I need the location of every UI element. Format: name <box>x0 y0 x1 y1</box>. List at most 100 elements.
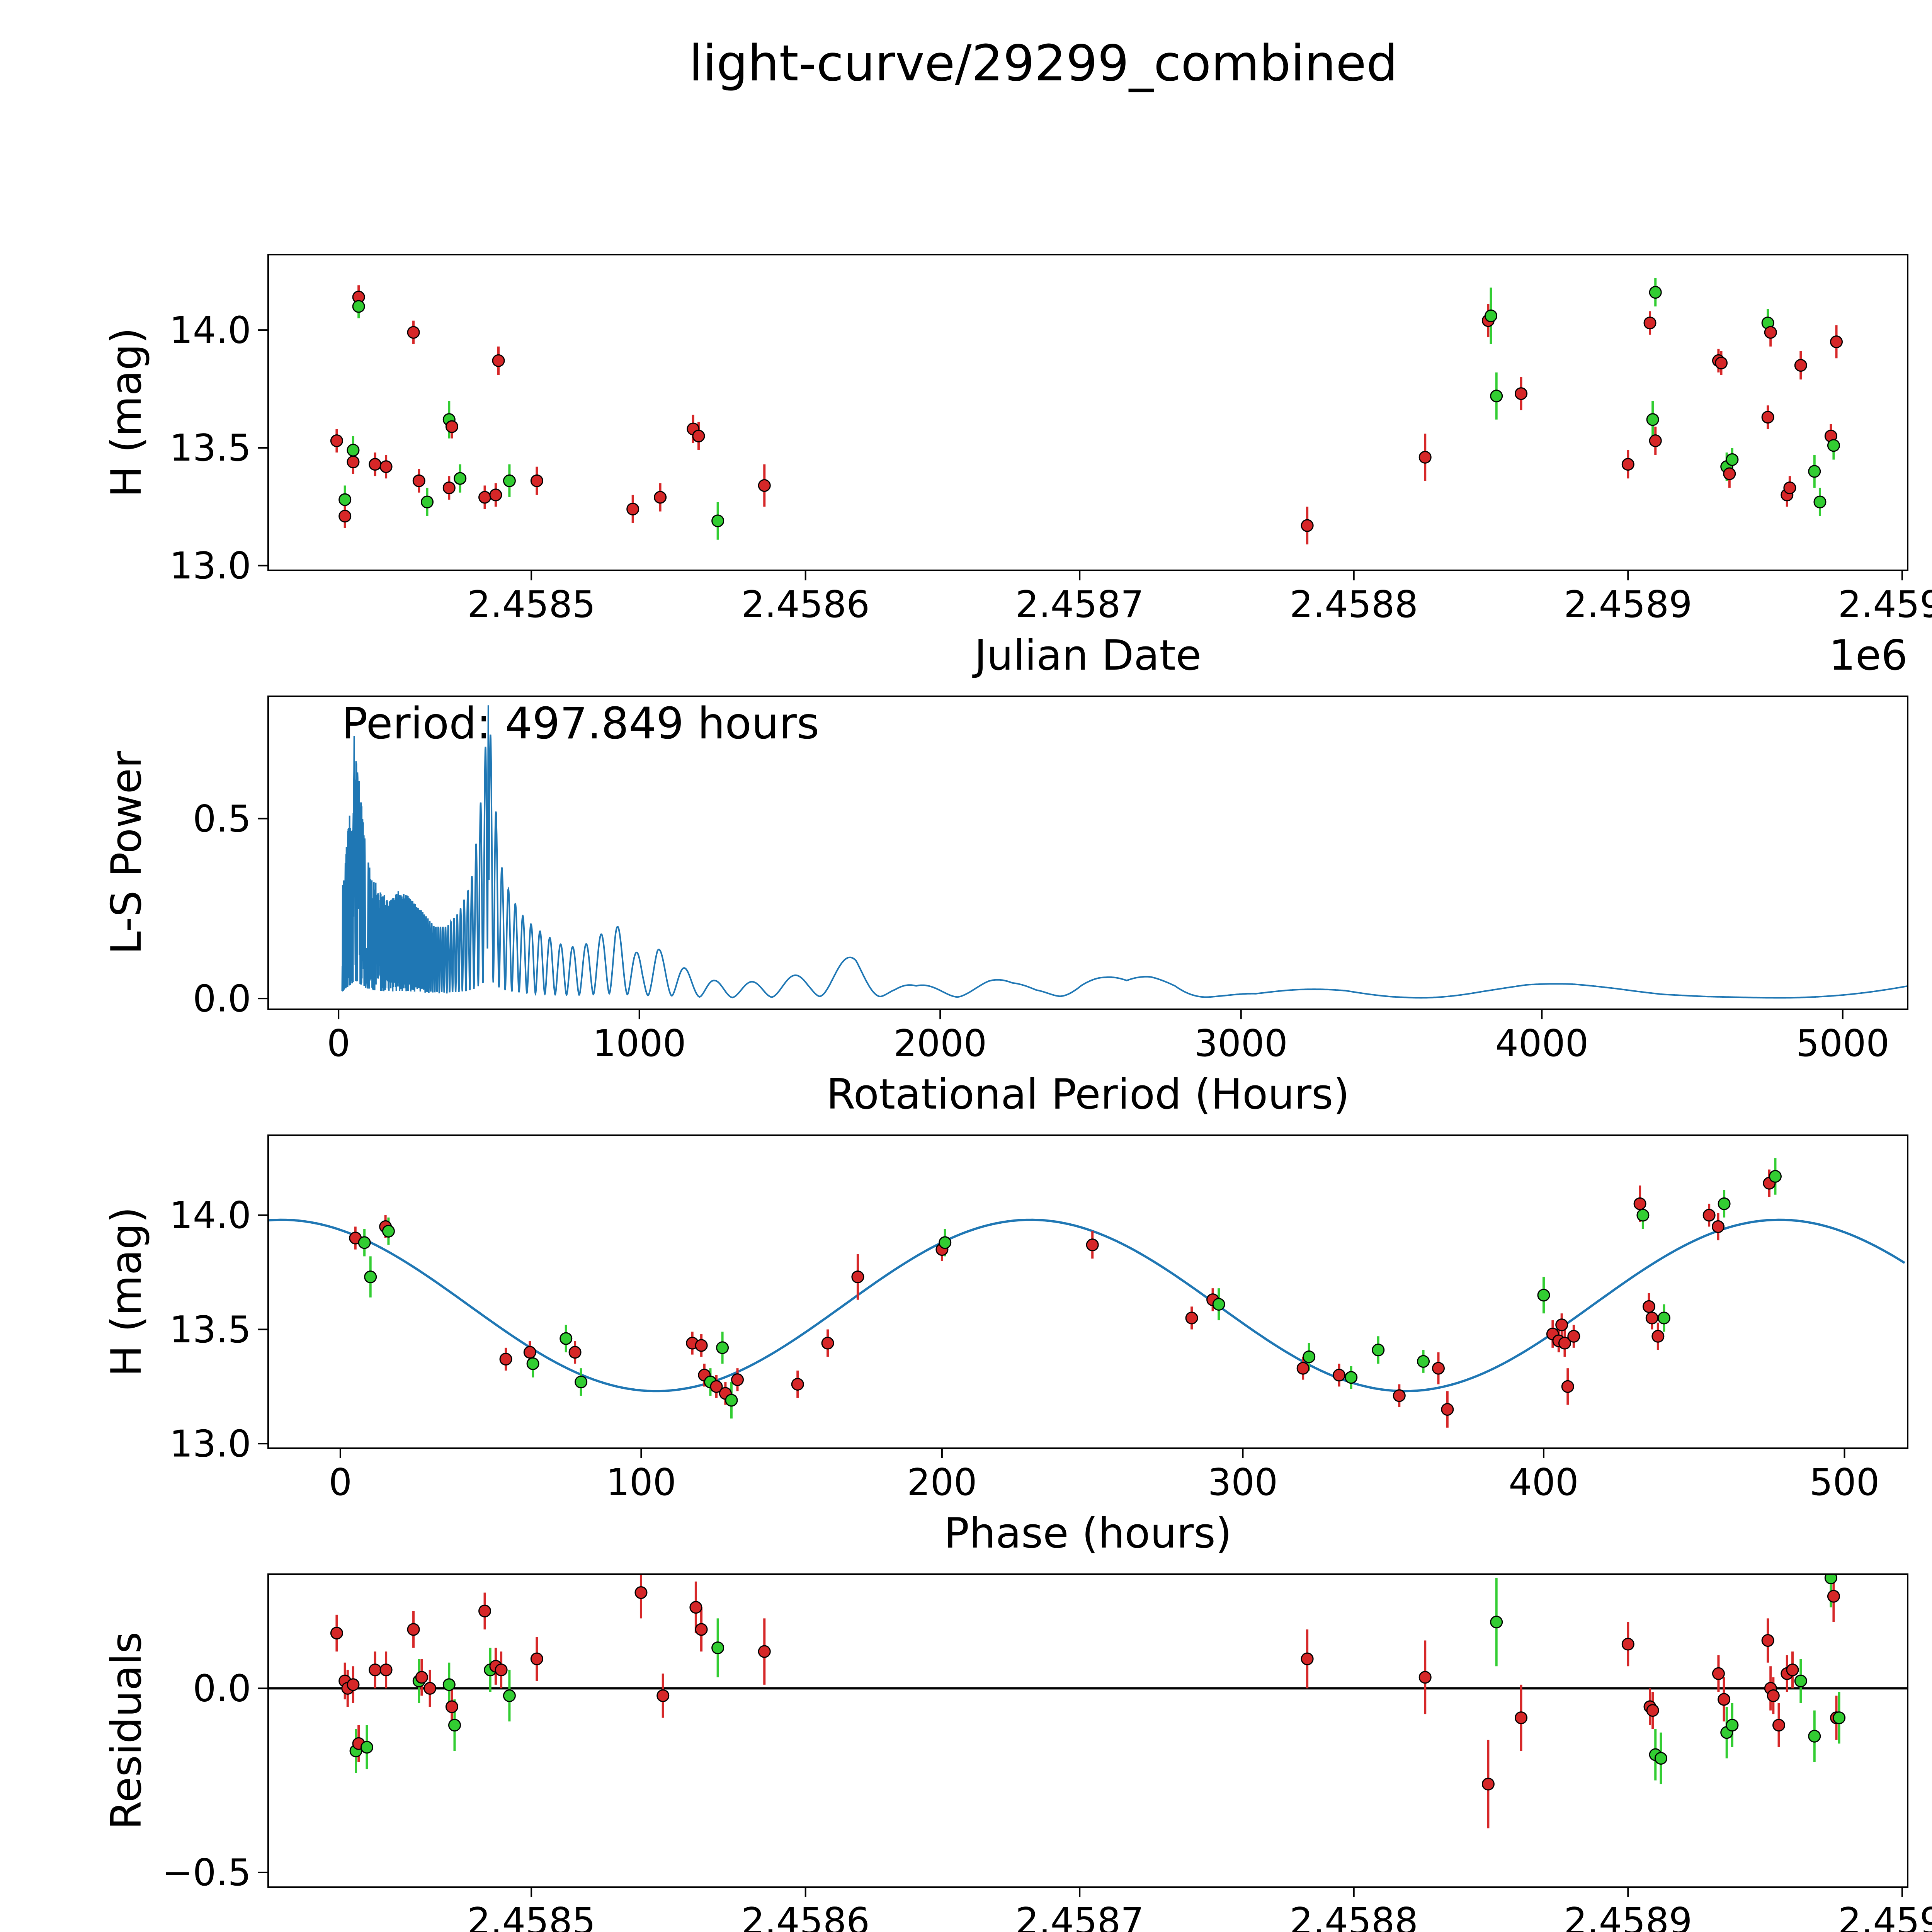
panel-residuals-plot-area <box>268 1574 1908 1828</box>
data-point <box>1794 359 1807 372</box>
data-point <box>1636 1209 1650 1222</box>
data-point <box>352 300 365 313</box>
data-point <box>1651 1330 1665 1343</box>
data-point <box>710 1380 723 1393</box>
x-tick-label: 2.4589 <box>1564 583 1692 626</box>
y-tick-label: 14.0 <box>169 1194 251 1237</box>
data-point <box>939 1236 952 1249</box>
data-point <box>421 495 434 509</box>
data-point <box>575 1376 588 1389</box>
data-point <box>1783 481 1796 495</box>
data-point <box>1726 453 1739 466</box>
data-point <box>445 1700 458 1713</box>
axes-frame <box>267 696 1908 1010</box>
data-point <box>382 1225 395 1238</box>
data-point <box>454 472 467 485</box>
x-tick-label: 2.4590 <box>1838 1900 1932 1932</box>
data-point <box>1481 1777 1495 1791</box>
x-tick-label: 3000 <box>1194 1022 1288 1065</box>
data-point <box>1654 1752 1667 1765</box>
data-point <box>1643 316 1656 330</box>
data-point <box>1301 1652 1314 1665</box>
data-point <box>758 479 771 492</box>
data-point <box>379 1663 393 1677</box>
data-point <box>1830 335 1843 349</box>
data-point <box>1767 1689 1780 1702</box>
y-tick-label: 14.0 <box>169 309 251 352</box>
data-point <box>369 458 382 471</box>
data-point <box>1808 465 1821 478</box>
data-point <box>716 1341 729 1354</box>
x-tick-label: 2.4585 <box>467 1900 595 1932</box>
x-tick-label: 5000 <box>1796 1022 1889 1065</box>
data-point <box>1827 439 1840 452</box>
data-point <box>1621 1638 1634 1651</box>
y-tick-label: −0.5 <box>162 1852 251 1894</box>
axis-ticks-and-labels: 0 1000 2000 3000 4000 5000 0.0 0.5 Rotational Pe… <box>102 751 1889 1119</box>
panel-jd_magnitude-plot-area <box>330 278 1843 544</box>
data-point <box>1185 1311 1198 1325</box>
data-point <box>530 1652 543 1665</box>
data-point <box>415 1671 428 1684</box>
data-point <box>347 1678 360 1691</box>
y-tick-label: 13.5 <box>169 427 251 469</box>
data-point <box>1786 1663 1799 1677</box>
data-point <box>499 1352 512 1366</box>
data-point <box>495 1663 508 1677</box>
data-point <box>530 474 543 487</box>
data-point <box>1649 434 1662 447</box>
data-point <box>656 1689 670 1702</box>
data-point <box>1794 1674 1807 1687</box>
data-point <box>791 1378 804 1391</box>
data-point <box>1761 1634 1774 1647</box>
data-point <box>1432 1362 1445 1375</box>
x-tick-label: 2.4586 <box>741 1900 869 1932</box>
data-point <box>711 1641 724 1655</box>
data-point <box>1718 1693 1731 1706</box>
data-point <box>821 1337 834 1350</box>
data-point <box>1296 1362 1310 1375</box>
axes-frame <box>267 1134 1908 1449</box>
data-point <box>1393 1389 1406 1402</box>
data-point <box>1646 1704 1659 1717</box>
x-tick-label: 300 <box>1208 1461 1278 1504</box>
data-point <box>1715 356 1728 369</box>
panel-periodogram-plot-area <box>341 705 1908 999</box>
data-point <box>1485 310 1498 323</box>
data-point <box>711 514 724 527</box>
data-point <box>1645 1311 1658 1325</box>
data-point <box>1212 1298 1225 1311</box>
data-point <box>407 1623 420 1636</box>
data-point <box>1833 1711 1846 1725</box>
data-point <box>1761 411 1774 424</box>
data-point <box>692 429 705 442</box>
data-point <box>330 1626 343 1639</box>
data-point <box>758 1645 771 1658</box>
x-tick-label: 500 <box>1810 1461 1879 1504</box>
data-point <box>1702 1209 1716 1222</box>
data-point <box>423 1682 437 1695</box>
data-point <box>1772 1719 1786 1732</box>
data-point <box>1417 1355 1430 1368</box>
data-point <box>1418 1671 1432 1684</box>
panel-phase_magnitude: 0 100 200 300 400 500 13.0 13.5 14.0 Phase (hours… <box>102 1134 1908 1558</box>
data-point <box>1633 1197 1646 1210</box>
data-point <box>1558 1337 1571 1350</box>
data-point <box>369 1663 382 1677</box>
data-point <box>1515 387 1528 400</box>
data-point <box>560 1332 573 1345</box>
data-point <box>1646 413 1659 426</box>
y-tick-label: 13.0 <box>169 545 251 587</box>
data-point <box>379 460 393 473</box>
x-tick-label: 2000 <box>893 1022 987 1065</box>
data-point <box>1372 1344 1385 1357</box>
data-point <box>1649 286 1662 299</box>
data-point <box>695 1339 708 1352</box>
x-tick-label: 2.4589 <box>1564 1900 1692 1932</box>
data-point <box>338 510 352 523</box>
data-point <box>442 1678 456 1691</box>
data-point <box>338 493 352 506</box>
y-tick-label: 13.0 <box>169 1423 251 1465</box>
